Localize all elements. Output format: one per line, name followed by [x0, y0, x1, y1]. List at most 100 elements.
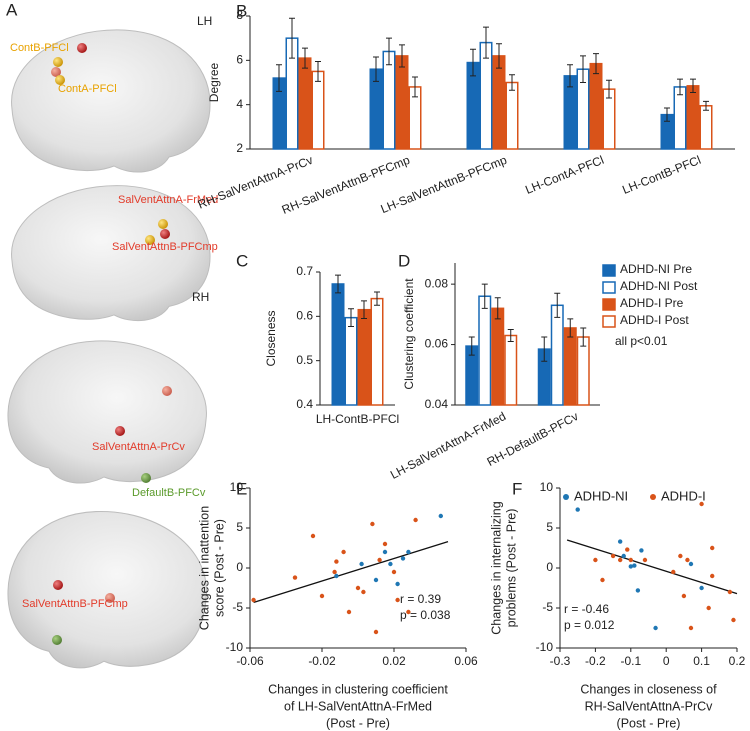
y-tick-label: 4 [236, 97, 243, 111]
bar [382, 50, 396, 150]
panel-letter: F [512, 479, 522, 498]
scatter-point [334, 559, 339, 564]
legend-marker [563, 494, 569, 500]
scatter-point [688, 625, 694, 631]
bar [504, 334, 518, 406]
bar [589, 62, 603, 150]
y-tick-label: 0.5 [296, 353, 313, 367]
x-tick-label: 0.02 [382, 654, 406, 668]
error-bar [302, 47, 308, 69]
y-tick-label: 0 [236, 560, 243, 574]
legend-swatch [602, 264, 616, 277]
error-bar [412, 76, 418, 98]
legend-marker [650, 494, 656, 500]
y-axis-label: problems (Post - Pre) [504, 509, 518, 628]
annotation: r = -0.46 [564, 602, 609, 616]
error-bar [289, 17, 295, 59]
scatter-point [406, 549, 411, 555]
scatter-point [395, 581, 400, 587]
error-bar [690, 78, 696, 93]
scatter-point [681, 593, 687, 599]
y-tick-label: -5 [542, 600, 553, 614]
scatter-point [292, 575, 298, 580]
annotation: all p<0.01 [615, 334, 668, 348]
scatter-point [395, 597, 400, 603]
scatter-point [731, 617, 736, 623]
scatter-point [382, 549, 388, 555]
bar [492, 55, 506, 150]
fit-line [566, 539, 738, 595]
y-tick-label: 0.6 [296, 309, 313, 323]
node-marker [55, 75, 65, 85]
node-marker [51, 67, 61, 77]
x-axis-label: Changes in clustering coefficient [268, 682, 448, 696]
error-bar [507, 328, 514, 343]
panel-letter: B [236, 1, 247, 20]
region-label: SalVentAttnB-PFCmp [112, 241, 218, 253]
node-marker [115, 426, 125, 436]
scatter-point [400, 556, 406, 561]
scatter-point [671, 569, 676, 575]
y-tick-label: 0.7 [296, 264, 313, 278]
node-marker [145, 235, 155, 245]
y-tick-label: 10 [230, 480, 244, 494]
y-tick-label: -5 [232, 600, 243, 614]
bar [673, 86, 687, 150]
bar [576, 336, 590, 406]
error-bar [703, 100, 709, 111]
scatter-point [341, 549, 346, 555]
region-label: SalVentAttnA-FrMed [118, 194, 218, 206]
scatter-point [699, 501, 704, 507]
scatter-point [678, 553, 683, 559]
y-tick-label: 10 [540, 480, 554, 494]
scatter-point [653, 625, 658, 631]
error-bar [593, 53, 599, 75]
scatter-point [346, 609, 352, 615]
scatter-point [710, 573, 715, 579]
x-axis-label: Changes in closeness of [580, 682, 717, 696]
scatter-point [319, 593, 325, 599]
bar [699, 105, 713, 150]
error-bar [677, 78, 683, 96]
scatter-point [639, 548, 644, 553]
fit-line [253, 540, 449, 604]
scatter-point [388, 561, 393, 567]
y-axis-label: Clustering coefficient [402, 278, 416, 390]
x-tick-label: -0.2 [585, 654, 606, 668]
bar [357, 308, 371, 406]
error-bar [580, 55, 586, 83]
y-axis-label: Closeness [264, 310, 278, 366]
scatter-point [617, 539, 623, 544]
x-tick-label: -0.02 [308, 654, 336, 668]
bar [298, 57, 312, 150]
bar [491, 307, 505, 406]
scatter-point [370, 521, 375, 527]
x-tick-label: LH-ContB-PFCl [620, 153, 703, 197]
x-tick-label: -0.3 [550, 654, 571, 668]
scatter-point [575, 507, 580, 512]
error-bar [567, 318, 574, 338]
y-tick-label: 2 [236, 141, 243, 155]
legend-label: ADHD-I Pre [620, 296, 684, 310]
x-tick-label: -0.1 [620, 654, 641, 668]
error-bar [580, 327, 587, 347]
y-axis-label: Changes in internalizing [489, 501, 503, 634]
x-tick-label: 0 [663, 654, 670, 668]
legend-label: ADHD-NI Pre [620, 262, 692, 276]
scatter-point [600, 577, 605, 583]
y-axis-label: Degree [207, 62, 221, 102]
error-bar [315, 60, 321, 82]
x-tick-label: LH-SalVentAttnA-FrMed [388, 409, 508, 482]
legend-swatch [602, 298, 616, 311]
y-tick-label: 6 [236, 53, 243, 67]
y-tick-label: 0 [546, 560, 553, 574]
panel-letter: D [398, 251, 410, 270]
y-tick-label: -10 [226, 640, 244, 654]
y-tick-label: -10 [536, 640, 554, 654]
error-bar [664, 107, 670, 122]
scatter-point [628, 557, 633, 563]
bar [370, 297, 384, 406]
hemisphere-label: LH [197, 14, 212, 28]
error-bar [483, 26, 489, 59]
